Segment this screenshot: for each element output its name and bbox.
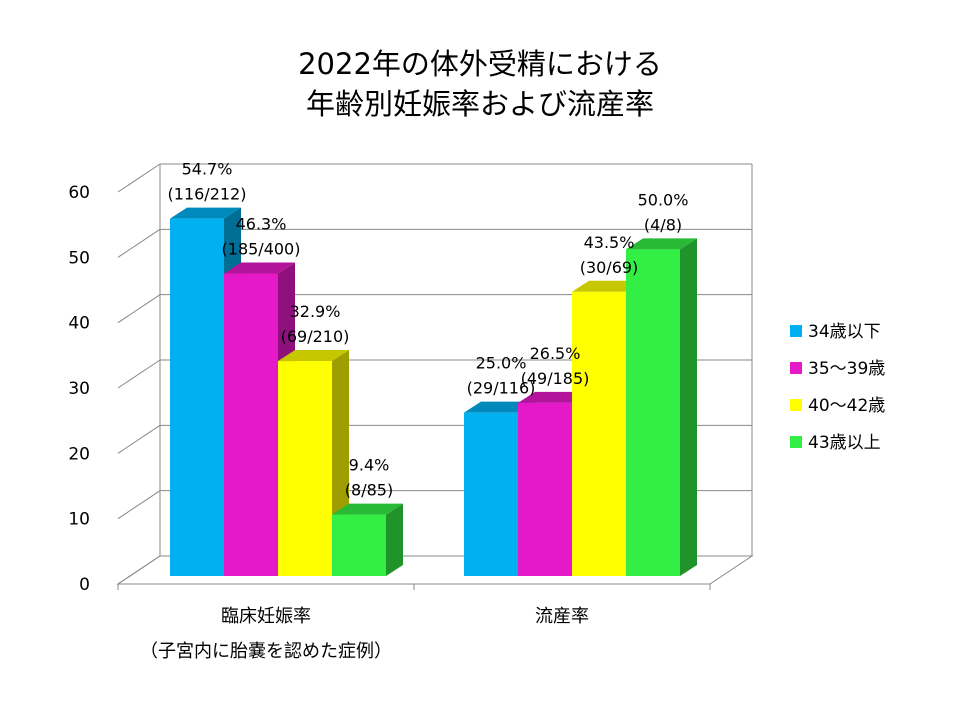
y-tick-label: 40	[68, 314, 90, 334]
data-label: 26.5%	[530, 344, 581, 363]
bar-front	[224, 273, 278, 576]
gridline-diagonal	[117, 490, 161, 520]
category-label: 臨床妊娠率	[221, 606, 311, 627]
gridline-diagonal	[117, 424, 161, 454]
legend: 34歳以下 35〜39歳 40〜42歳 43歳以上	[790, 322, 885, 453]
bar-front	[626, 249, 680, 577]
data-label: 9.4%	[349, 456, 390, 475]
y-tick-label: 20	[68, 444, 90, 464]
gridline-diagonal	[117, 163, 161, 193]
bar-top	[572, 280, 643, 292]
category-note: （子宮内に胎嚢を認めた症例）	[140, 641, 392, 662]
data-label: 43.5%	[584, 233, 635, 252]
data-label: 32.9%	[290, 302, 341, 321]
data-label: 25.0%	[476, 354, 527, 373]
legend-label: 43歳以上	[808, 433, 881, 453]
legend-swatch	[790, 362, 802, 374]
bar-top	[626, 238, 697, 250]
chart-title-line-1: 2022年の体外受精における	[298, 47, 662, 81]
data-label: (29/116)	[467, 379, 536, 398]
bar-top	[170, 207, 241, 219]
data-label: (30/69)	[580, 258, 639, 277]
data-label: (185/400)	[222, 240, 301, 259]
data-labels: 54.7% (116/212) 46.3% (185/400) 32.9% (69/210…	[168, 160, 689, 500]
bar-top	[518, 391, 589, 403]
bar-top	[332, 503, 403, 515]
y-tick-label: 10	[68, 510, 90, 530]
y-tick-label: 50	[68, 248, 90, 268]
bar-front	[332, 514, 386, 576]
category-label: 流産率	[535, 606, 589, 627]
chart-title-line-2: 年齢別妊娠率および流産率	[305, 87, 654, 121]
y-tick-label: 60	[68, 183, 90, 203]
bar-front	[518, 402, 572, 576]
data-label: 50.0%	[638, 190, 689, 209]
legend-swatch	[790, 436, 802, 448]
data-label: (49/185)	[521, 369, 590, 388]
legend-label: 35〜39歳	[808, 359, 885, 379]
data-label: 46.3%	[236, 215, 287, 234]
bar-front	[170, 218, 224, 577]
gridline-diagonal	[117, 359, 161, 389]
bar	[626, 238, 697, 577]
legend-label: 40〜42歳	[808, 396, 885, 416]
data-label: (69/210)	[281, 327, 350, 346]
bars	[170, 207, 697, 577]
data-label: (116/212)	[168, 185, 247, 204]
bar-top	[278, 350, 349, 362]
gridline-diagonal	[117, 228, 161, 258]
legend-swatch	[790, 399, 802, 411]
axes: 0 10 20 30 40 50 60 臨床妊娠率 （子宮内に胎嚢を認めた症例） 流産率	[68, 164, 754, 662]
bar-top	[464, 401, 535, 413]
legend-label: 34歳以下	[808, 322, 881, 342]
bar-side	[680, 238, 697, 577]
bar	[332, 503, 403, 576]
data-label: (4/8)	[644, 215, 682, 234]
bar-front	[572, 291, 626, 576]
y-tick-label: 0	[79, 575, 90, 595]
chart-title: 2022年の体外受精における 年齢別妊娠率および流産率	[0, 44, 960, 124]
bar-top	[224, 262, 295, 274]
y-tick-label: 30	[68, 379, 90, 399]
floor	[116, 555, 754, 585]
legend-swatch	[790, 325, 802, 337]
data-label: (8/85)	[345, 481, 393, 500]
bar-front	[464, 412, 518, 576]
bar-side	[386, 503, 403, 576]
bar-front	[278, 361, 332, 576]
gridline-diagonal	[117, 294, 161, 324]
data-label: 54.7%	[182, 160, 233, 179]
